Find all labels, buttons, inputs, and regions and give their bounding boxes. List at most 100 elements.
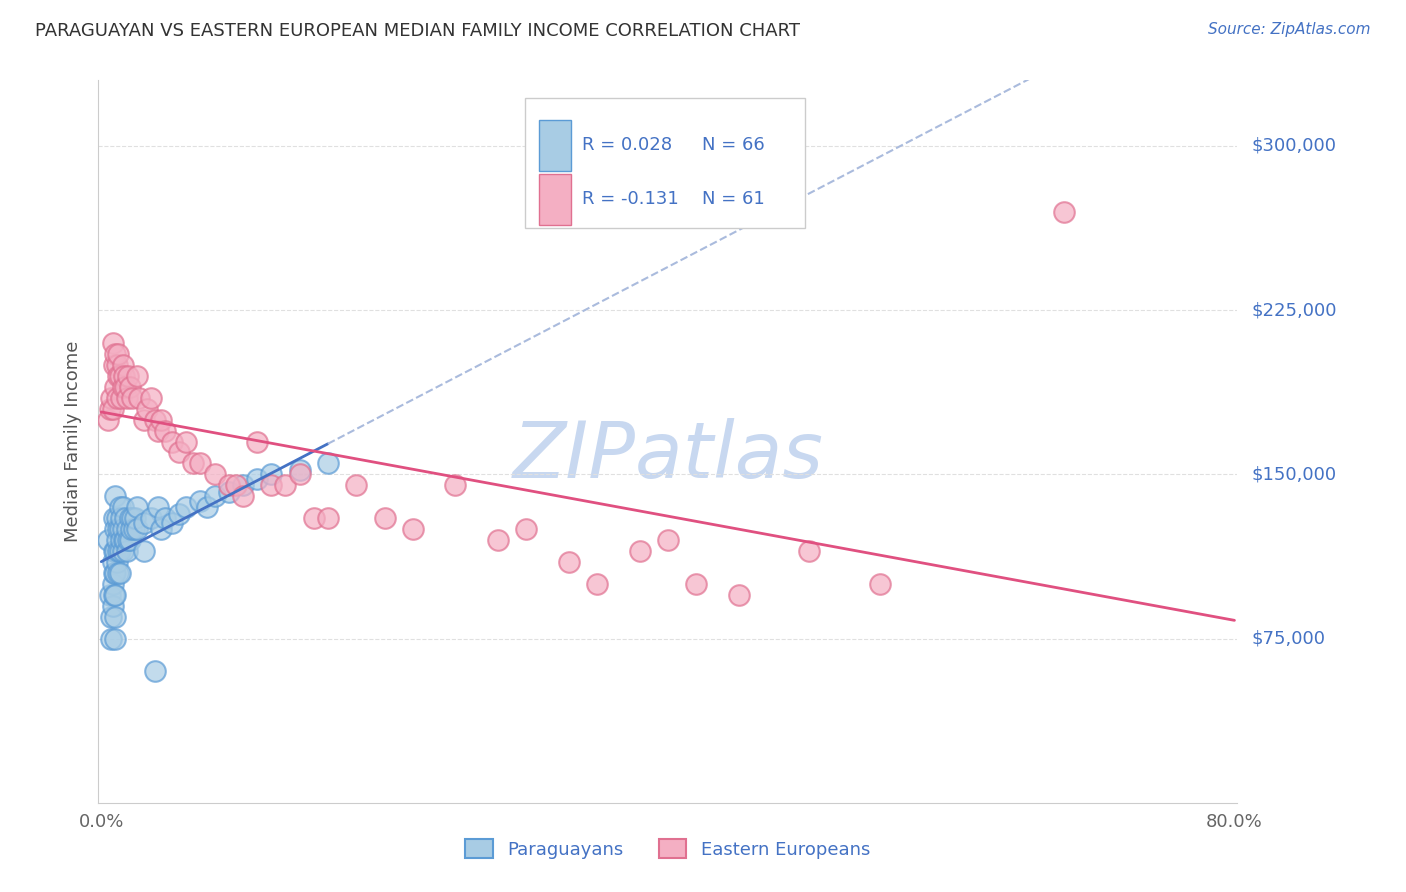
Point [101, 401, 124, 416]
Point [132, 412, 155, 426]
Point [149, 522, 172, 536]
Point [118, 511, 141, 525]
Point [486, 533, 509, 547]
Legend: Paraguayans, Eastern Europeans: Paraguayans, Eastern Europeans [458, 832, 877, 866]
Point [260, 467, 283, 482]
Point [122, 522, 145, 536]
Point [104, 609, 127, 624]
Point [103, 511, 125, 525]
Point [111, 380, 134, 394]
Point [97, 533, 120, 547]
Point [799, 544, 821, 558]
Point [685, 577, 707, 591]
Point [117, 368, 139, 383]
Point [121, 511, 143, 525]
Text: $75,000: $75,000 [1251, 630, 1326, 648]
Point [128, 391, 150, 405]
Point [160, 516, 183, 530]
Point [125, 368, 148, 383]
Point [111, 544, 134, 558]
Point [197, 500, 219, 515]
Point [105, 358, 128, 372]
Point [515, 522, 537, 536]
Point [107, 544, 129, 558]
Point [100, 609, 122, 624]
Point [125, 500, 148, 515]
Point [105, 533, 128, 547]
Text: N = 66: N = 66 [702, 136, 765, 154]
Text: PARAGUAYAN VS EASTERN EUROPEAN MEDIAN FAMILY INCOME CORRELATION CHART: PARAGUAYAN VS EASTERN EUROPEAN MEDIAN FA… [35, 22, 800, 40]
Point [104, 489, 127, 503]
Point [103, 588, 125, 602]
Point [149, 412, 172, 426]
Point [101, 577, 124, 591]
Point [183, 457, 205, 471]
Point [112, 533, 135, 547]
Point [260, 478, 283, 492]
Point [124, 511, 146, 525]
Point [104, 347, 127, 361]
Point [114, 511, 136, 525]
Point [316, 457, 339, 471]
Point [104, 522, 127, 536]
Text: R = -0.131: R = -0.131 [582, 191, 679, 209]
Point [727, 588, 749, 602]
Point [108, 500, 131, 515]
Point [111, 522, 134, 536]
Point [98, 401, 121, 416]
FancyBboxPatch shape [538, 174, 571, 225]
Point [105, 511, 128, 525]
Point [110, 391, 132, 405]
Point [104, 588, 127, 602]
Point [218, 478, 240, 492]
Point [121, 391, 143, 405]
Point [402, 522, 425, 536]
Point [204, 467, 226, 482]
Point [107, 566, 129, 580]
Point [132, 516, 155, 530]
Point [628, 544, 651, 558]
Point [125, 522, 148, 536]
Point [107, 368, 129, 383]
Point [100, 391, 122, 405]
Point [557, 555, 579, 569]
FancyBboxPatch shape [538, 120, 571, 170]
Point [104, 566, 127, 580]
Point [190, 457, 212, 471]
Point [657, 533, 679, 547]
Point [146, 500, 169, 515]
Point [110, 533, 132, 547]
Point [167, 445, 190, 459]
Point [143, 412, 166, 426]
Point [110, 511, 132, 525]
Point [117, 533, 139, 547]
Point [288, 463, 311, 477]
Point [153, 424, 176, 438]
Point [111, 500, 134, 515]
Point [135, 401, 157, 416]
Point [1053, 204, 1076, 219]
Point [101, 555, 124, 569]
Point [204, 489, 226, 503]
Point [115, 391, 138, 405]
Point [132, 544, 155, 558]
Point [232, 489, 254, 503]
Point [107, 347, 129, 361]
Point [153, 511, 176, 525]
Text: N = 61: N = 61 [702, 191, 765, 209]
Point [101, 336, 124, 351]
Point [139, 511, 162, 525]
Point [104, 544, 127, 558]
Text: Source: ZipAtlas.com: Source: ZipAtlas.com [1208, 22, 1371, 37]
Point [160, 434, 183, 449]
Point [120, 522, 142, 536]
Point [114, 380, 136, 394]
Point [107, 522, 129, 536]
Point [108, 566, 131, 580]
Point [108, 522, 131, 536]
Point [146, 424, 169, 438]
Text: $300,000: $300,000 [1251, 137, 1336, 155]
Point [115, 522, 138, 536]
Point [174, 434, 197, 449]
Point [103, 544, 125, 558]
